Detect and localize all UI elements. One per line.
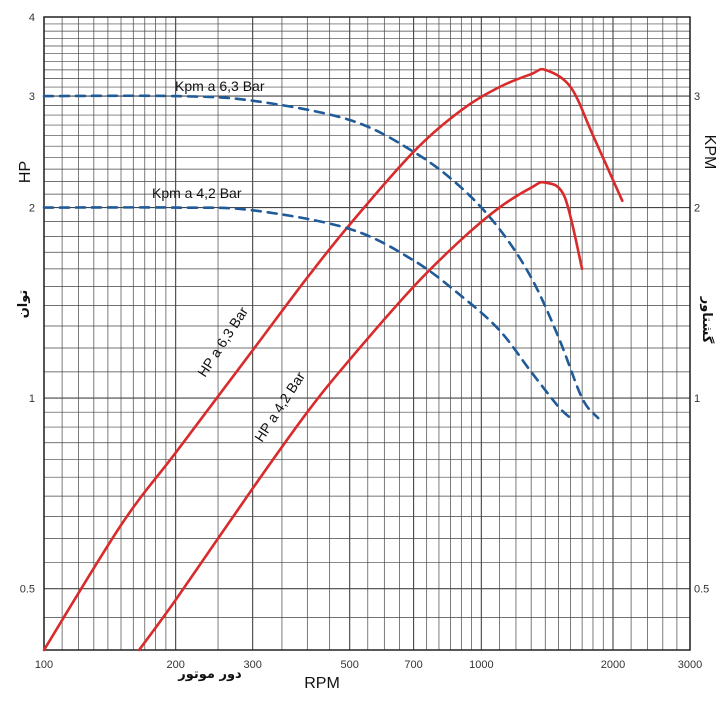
y-axis-left-label-persian: توان — [16, 290, 31, 319]
x-tick-label: 100 — [35, 659, 53, 671]
x-tick-label: 3000 — [678, 659, 702, 671]
x-axis-label: RPM — [304, 675, 340, 692]
series-layer — [42, 67, 624, 652]
x-tick-label: 300 — [243, 659, 261, 671]
y-tick-label-left: 3 — [29, 91, 35, 103]
y-axis-right-label: KPM — [701, 135, 718, 170]
tick-labels: 100 200 300 500 700 1000 2000 3000 0.5 1 2 3 4 0.5 1 2 3 — [20, 12, 710, 671]
plot-frame — [43, 16, 691, 651]
y-axis-right-label-persian: گشتاور — [699, 296, 715, 344]
grid — [43, 16, 691, 651]
series-line-kpm-6-3-bar — [42, 94, 600, 420]
y-tick-label-right: 2 — [694, 203, 700, 215]
y-tick-label-right: 0.5 — [694, 584, 709, 596]
y-tick-label-right: 3 — [694, 91, 700, 103]
series-line-hp-6-3-bar — [42, 67, 624, 652]
y-tick-label-left: 0.5 — [20, 584, 35, 596]
x-tick-label: 200 — [166, 659, 184, 671]
y-tick-label-right: 1 — [694, 393, 700, 405]
y-tick-label-left: 4 — [29, 12, 35, 24]
x-tick-label: 500 — [341, 659, 359, 671]
x-tick-label: 1000 — [469, 659, 493, 671]
x-tick-label: 700 — [404, 659, 422, 671]
series-line-hp-4-2-bar — [137, 180, 584, 652]
y-tick-label-left: 2 — [29, 203, 35, 215]
series-line-kpm-4-2-bar — [42, 206, 572, 420]
series-label-kpm-4-2-bar: Kpm a 4,2 Bar — [152, 185, 242, 201]
x-axis-label-persian: دور موتور — [177, 667, 242, 682]
y-tick-label-left: 1 — [29, 393, 35, 405]
x-tick-label: 2000 — [601, 659, 625, 671]
y-axis-left-label: HP — [17, 161, 34, 183]
series-label-kpm-6-3-bar: Kpm a 6,3 Bar — [175, 78, 265, 94]
